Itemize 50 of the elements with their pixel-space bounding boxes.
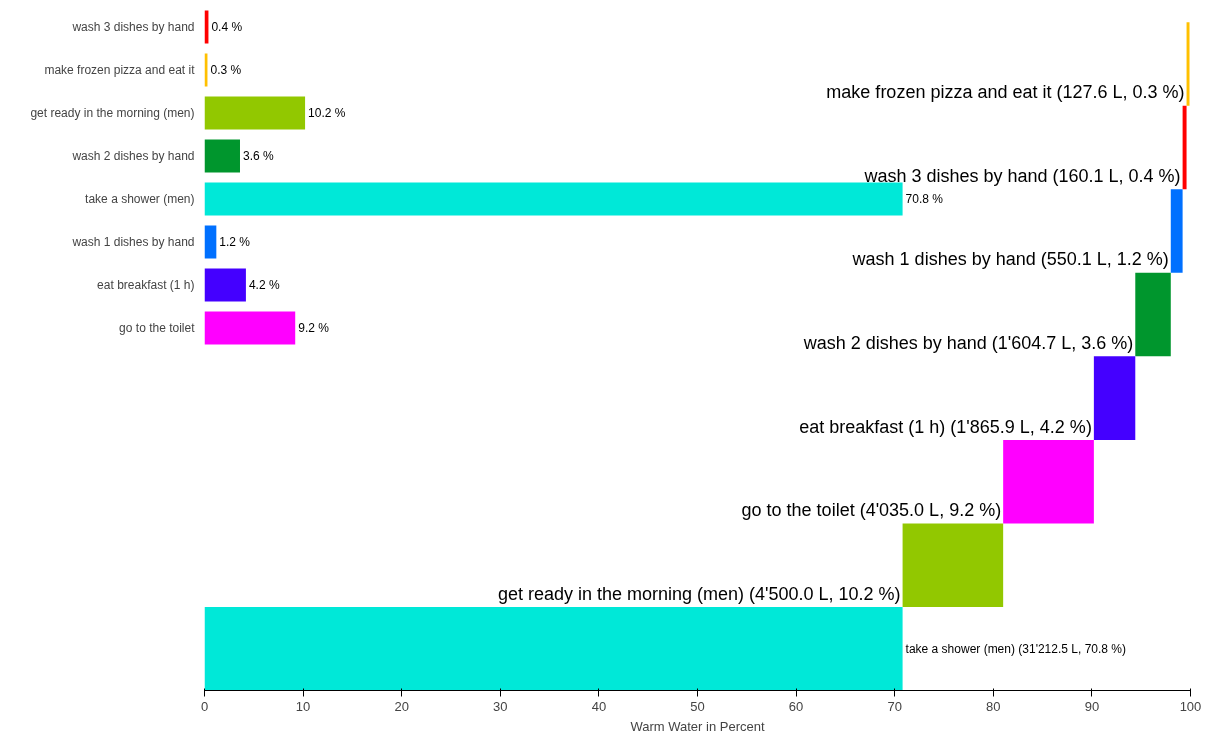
data-label: 10.2 % (308, 106, 346, 120)
bar (1186, 22, 1190, 106)
data-label: wash 3 dishes by hand (160.1 L, 0.4 %) (863, 165, 1181, 186)
data-label: make frozen pizza and eat it (127.6 L, 0.3 %) (826, 82, 1185, 103)
bar (1003, 439, 1094, 524)
bar (1170, 189, 1183, 273)
y-tick-label: take a shower (men) (85, 192, 195, 206)
bar (1093, 356, 1136, 440)
bar (902, 523, 1004, 607)
y-tick-label: go to the toilet (119, 321, 196, 335)
bar (204, 96, 306, 130)
data-label: 0.3 % (210, 63, 242, 77)
bar (1182, 105, 1187, 190)
x-tick-label: 90 (1084, 698, 1100, 714)
data-label: 4.2 % (248, 278, 280, 292)
y-tick-label: eat breakfast (1 h) (97, 278, 195, 292)
y-tick-label: get ready in the morning (men) (30, 106, 195, 120)
y-tick-label: wash 2 dishes by hand (71, 149, 195, 163)
x-tick-label: 20 (394, 698, 409, 714)
bar (204, 268, 246, 302)
x-tick-label: 40 (591, 698, 607, 714)
bar (1135, 272, 1171, 357)
data-label: wash 1 dishes by hand (550.1 L, 1.2 %) (851, 249, 1169, 270)
data-label: go to the toilet (4'035.0 L, 9.2 %) (741, 500, 1002, 521)
data-label: 3.6 % (243, 149, 275, 163)
data-label: 1.2 % (219, 235, 251, 249)
x-tick-label: 50 (690, 698, 705, 714)
data-label: eat breakfast (1 h) (1'865.9 L, 4.2 %) (799, 416, 1092, 437)
bar (204, 225, 217, 259)
data-label: 0.4 % (211, 20, 243, 34)
x-tick-label: 70 (887, 698, 902, 714)
data-label: 70.8 % (905, 192, 944, 206)
bar (204, 139, 240, 173)
y-tick-label: wash 3 dishes by hand (71, 20, 195, 34)
y-tick-label: wash 1 dishes by hand (71, 235, 195, 249)
data-label: wash 2 dishes by hand (1'604.7 L, 3.6 %) (802, 333, 1134, 354)
data-label: get ready in the morning (men) (4'500.0 L, 10.2 %) (497, 583, 901, 604)
x-tick-label: 10 (295, 698, 311, 714)
bar (204, 311, 296, 345)
x-tick-label: 30 (493, 698, 508, 714)
data-label: take a shower (men) (31'212.5 L, 70.8 %) (905, 641, 1126, 656)
x-tick-label: 0 (200, 698, 209, 714)
x-axis-title: Warm Water in Percent (630, 718, 765, 734)
x-tick-label: 80 (986, 698, 1001, 714)
y-tick-label: make frozen pizza and eat it (44, 63, 196, 77)
x-tick-label: 100 (1179, 698, 1202, 714)
data-label: 9.2 % (298, 321, 330, 335)
bar (204, 606, 903, 691)
bar (204, 182, 903, 216)
x-tick-label: 60 (788, 698, 804, 714)
